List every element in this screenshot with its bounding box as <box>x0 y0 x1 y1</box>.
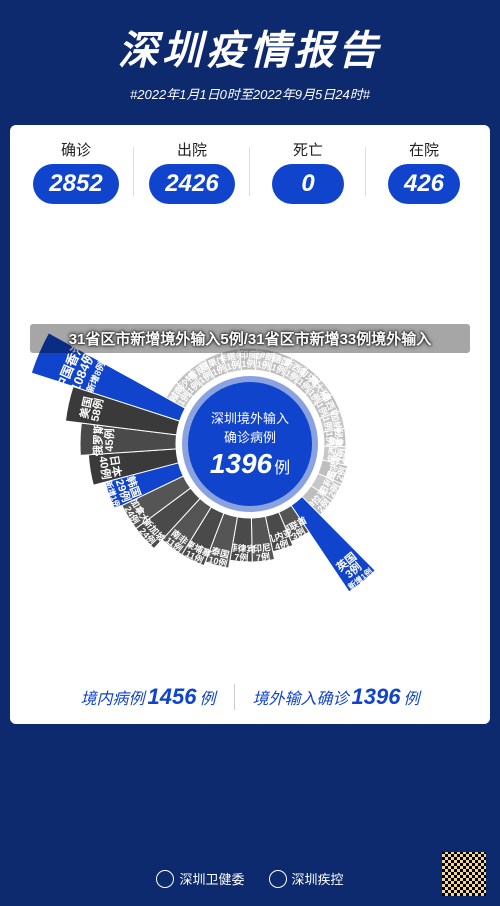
stat: 确诊2852 <box>18 139 134 204</box>
page-title: 深圳疫情报告 <box>0 18 500 76</box>
stat: 死亡0 <box>250 139 366 204</box>
bottom-summary: 境内病例1456例 境外输入确诊1396例 <box>18 684 482 710</box>
headline-overlay: 31省区市新增境外输入5例/31省区市新增33例境外输入 <box>30 324 470 353</box>
footer: 深圳卫健委 深圳疾控 <box>0 869 500 888</box>
org-icon <box>156 870 174 888</box>
stat: 出院2426 <box>134 139 250 204</box>
org-2: 深圳疾控 <box>269 869 344 888</box>
qr-code <box>442 852 486 896</box>
svg-text:日本40例: 日本40例 <box>96 453 124 480</box>
stats-row: 确诊2852出院2426死亡0在院426 <box>18 139 482 204</box>
org-1: 深圳卫健委 <box>156 869 244 888</box>
report-card: 确诊2852出院2426死亡0在院426 中国香港1084例新增8例越南1例沙特… <box>10 125 490 724</box>
chart-center: 深圳境外输入 确诊病例 1396例 <box>182 376 318 512</box>
org-icon <box>269 870 287 888</box>
date-range: #2022年1月1日0时至2022年9月5日24时# <box>0 84 500 103</box>
stat: 在院426 <box>366 139 482 204</box>
pie-chart: 中国香港1084例新增8例越南1例沙特1例肯尼亚1例刚果(金)1例卡塔尔1例印度… <box>20 214 480 674</box>
